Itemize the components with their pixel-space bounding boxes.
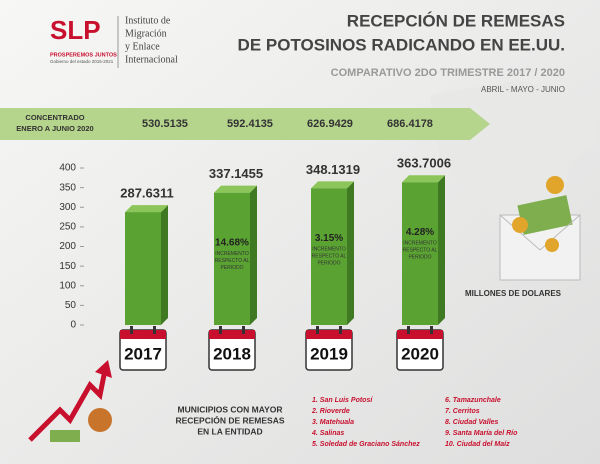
calendar-ring xyxy=(407,326,410,334)
bar-side xyxy=(250,185,257,325)
bar-side xyxy=(347,181,354,325)
x-tick-label: 2017 xyxy=(124,344,162,363)
bar-top xyxy=(214,185,257,193)
growth-label: 3.15% xyxy=(315,233,343,244)
subtitle: COMPARATIVO 2DO TRIMESTRE 2017 / 2020 xyxy=(331,67,565,79)
bar-top xyxy=(125,205,168,213)
calendar-header xyxy=(120,330,166,339)
municipalities-title: MUNICIPIOS CON MAYOR xyxy=(177,404,282,414)
y-tick-label: 400 xyxy=(59,163,76,174)
y-tick-label: 50 xyxy=(65,300,77,311)
envelope-illustration xyxy=(499,176,581,281)
bar-top xyxy=(402,175,445,183)
growth-note: PERIODO xyxy=(317,261,340,267)
municipality: 9. Santa María del Río xyxy=(445,430,518,437)
calendar-ring xyxy=(130,326,133,334)
municipality: 4. Salinas xyxy=(311,430,344,437)
bar xyxy=(125,212,161,325)
y-tick-label: 200 xyxy=(59,241,76,252)
bar xyxy=(402,182,438,325)
summary-value: 626.9429 xyxy=(307,118,353,130)
y-tick-label: 100 xyxy=(59,280,76,291)
summary-band xyxy=(0,108,490,140)
title: DE POTOSINOS RADICANDO EN EE.UU. xyxy=(238,35,565,54)
x-tick-label: 2020 xyxy=(401,344,439,363)
calendar-header xyxy=(306,330,352,339)
bar xyxy=(311,188,347,325)
growth-label: 4.28% xyxy=(406,227,434,238)
growth-note: PERIODO xyxy=(220,265,243,271)
institute-line: y Enlace xyxy=(125,41,160,52)
municipalities-title: EN LA ENTIDAD xyxy=(197,426,262,436)
institute-line: Internacional xyxy=(125,54,178,65)
summary-label: CONCENTRADO xyxy=(25,113,84,122)
summary-value: 686.4178 xyxy=(387,118,433,130)
bar-side xyxy=(438,175,445,325)
growth-note: RESPECTO AL xyxy=(215,258,250,264)
calendar-icon: 2019 xyxy=(305,326,353,371)
growth-note: RESPECTO AL xyxy=(312,254,347,260)
y-axis-label: MILLONES DE DOLARES xyxy=(465,289,562,298)
summary-value: 592.4135 xyxy=(227,118,273,130)
calendar-header xyxy=(209,330,255,339)
x-tick-label: 2018 xyxy=(213,344,251,363)
calendar-icon: 2018 xyxy=(208,326,256,371)
bar-side xyxy=(161,205,168,325)
growth-note: PERIODO xyxy=(408,255,431,261)
y-tick-label: 250 xyxy=(59,222,76,233)
growth-note: RESPECTO AL xyxy=(403,248,438,254)
value-label: 348.1319 xyxy=(306,162,360,177)
x-tick-label: 2019 xyxy=(310,344,348,363)
summary-label: ENERO A JUNIO 2020 xyxy=(16,124,93,133)
municipality: 10. Ciudad del Maíz xyxy=(445,441,510,448)
municipality: 3. Matehuala xyxy=(312,419,354,426)
calendar-ring xyxy=(316,326,319,334)
months: ABRIL - MAYO - JUNIO xyxy=(481,85,565,94)
municipality: 1. San Luis Potosí xyxy=(312,397,373,404)
y-tick-label: 150 xyxy=(59,261,76,272)
growth-note: INCREMENTO xyxy=(215,251,249,257)
municipality: 8. Ciudad Valles xyxy=(445,419,499,426)
municipality: 7. Cerritos xyxy=(445,408,480,415)
calendar-ring xyxy=(242,326,245,334)
institute-line: Migración xyxy=(125,28,167,39)
value-label: 287.6311 xyxy=(120,186,174,201)
calendar-icon: 2020 xyxy=(396,326,444,371)
y-tick-label: 350 xyxy=(59,182,76,193)
y-tick-label: 0 xyxy=(70,320,76,331)
municipality: 6. Tamazunchale xyxy=(445,397,501,404)
y-tick-label: 300 xyxy=(59,202,76,213)
bar-top xyxy=(311,181,354,189)
calendar-ring xyxy=(219,326,222,334)
growth-label: 14.68% xyxy=(215,237,249,248)
calendar-ring xyxy=(339,326,342,334)
municipalities-title: RECEPCIÓN DE REMESAS xyxy=(175,414,284,425)
municipality: 5. Soledad de Graciano Sánchez xyxy=(312,441,420,448)
value-label: 363.7006 xyxy=(397,156,451,171)
logo-mark: SLP xyxy=(50,15,101,45)
logo-slogan: PROSPEREMOS JUNTOS xyxy=(50,52,117,58)
calendar-ring xyxy=(430,326,433,334)
logo-government: Gobierno del estado 2015-2021 xyxy=(50,59,114,64)
bar xyxy=(214,192,250,325)
calendar-header xyxy=(397,330,443,339)
growth-note: INCREMENTO xyxy=(312,247,346,253)
growth-note: INCREMENTO xyxy=(403,241,437,247)
calendar-icon: 2017 xyxy=(119,326,167,371)
calendar-ring xyxy=(153,326,156,334)
municipality: 2. Rioverde xyxy=(311,408,350,415)
value-label: 337.1455 xyxy=(209,166,263,181)
summary-value: 530.5135 xyxy=(142,118,188,130)
growth-illustration xyxy=(28,360,112,442)
title: RECEPCIÓN DE REMESAS xyxy=(347,11,565,30)
institute-line: Instituto de xyxy=(125,15,171,26)
